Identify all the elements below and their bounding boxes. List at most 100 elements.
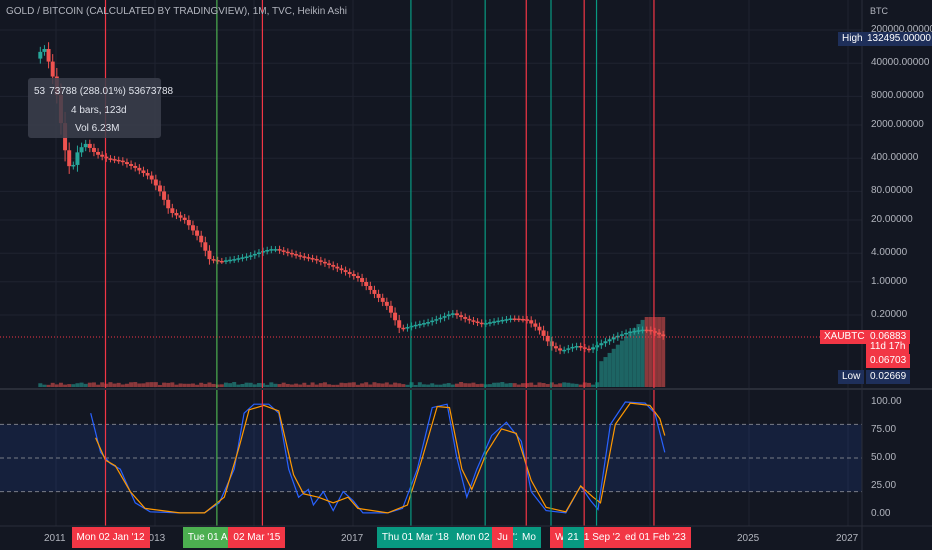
volume-bar <box>327 384 331 387</box>
tooltip-change: 53 73788 (288.01%) 53673788 <box>34 86 173 97</box>
candle-body <box>38 52 42 59</box>
volume-bar <box>405 385 409 387</box>
volume-bar <box>612 349 616 387</box>
candle-body <box>240 257 244 259</box>
date-marker-label[interactable]: ed 01 Feb '23 <box>620 527 691 548</box>
candle-body <box>636 330 640 332</box>
volume-bar <box>517 385 521 387</box>
candle-body <box>500 320 504 322</box>
volume-bar <box>137 383 141 387</box>
candle-body <box>51 62 55 77</box>
candle-body <box>389 306 393 313</box>
candle-body <box>517 319 521 321</box>
candle-body <box>661 334 665 336</box>
candle-body <box>496 321 500 323</box>
oscillator-tick: 25.00 <box>871 480 896 491</box>
candle-body <box>207 251 211 259</box>
volume-bar <box>47 385 51 387</box>
candle-body <box>410 326 414 328</box>
date-marker-label[interactable]: 02 Mar '15 <box>228 527 285 548</box>
price-tick: 0.20000 <box>871 309 907 320</box>
volume-bar <box>570 383 574 387</box>
volume-bar <box>500 382 504 387</box>
candle-body <box>595 345 599 347</box>
candle-body <box>278 249 282 251</box>
candle-body <box>434 319 438 321</box>
oscillator-tick: 100.00 <box>871 396 902 407</box>
date-marker-label[interactable]: 21 <box>563 527 584 548</box>
volume-bar <box>207 382 211 387</box>
low-label: Low <box>838 370 864 384</box>
volume-bar <box>595 382 599 387</box>
date-marker-label[interactable]: Thu 01 Mar '18 <box>377 527 454 548</box>
candle-body <box>554 346 558 348</box>
candle-body <box>261 251 265 253</box>
volume-bar <box>393 383 397 387</box>
candle-body <box>75 152 79 165</box>
candle-body <box>616 336 620 338</box>
candle-body <box>125 162 129 164</box>
candle-body <box>88 144 92 148</box>
volume-bar <box>245 383 249 387</box>
volume-bar <box>319 383 323 387</box>
candle-body <box>108 158 112 160</box>
volume-bar <box>51 383 55 387</box>
volume-bar <box>368 385 372 387</box>
volume-bar <box>484 384 488 387</box>
candle-body <box>570 347 574 349</box>
volume-bar <box>385 382 389 387</box>
volume-bar <box>410 382 414 387</box>
candle-body <box>290 253 294 255</box>
volume-bar <box>599 361 603 387</box>
volume-bar <box>249 383 253 387</box>
candle-body <box>323 262 327 264</box>
volume-bar <box>269 382 273 387</box>
symbol-tag[interactable]: XAUBTC <box>820 330 869 344</box>
candle-body <box>381 298 385 302</box>
volume-bar <box>298 385 302 387</box>
time-tick: 2025 <box>737 533 759 544</box>
volume-bar <box>75 383 79 387</box>
candle-body <box>100 155 104 157</box>
volume-bar <box>471 383 475 387</box>
time-tick: 2017 <box>341 533 363 544</box>
time-tick: 2011 <box>44 533 66 544</box>
volume-bar <box>306 385 310 387</box>
oscillator-tick: 0.00 <box>871 508 890 519</box>
date-marker-label[interactable]: Mon 02 Jan '12 <box>72 527 150 548</box>
volume-bar <box>199 383 203 387</box>
volume-bar <box>467 383 471 387</box>
candle-body <box>377 294 381 298</box>
volume-bar <box>455 384 459 387</box>
volume-bar <box>121 384 125 387</box>
candle-body <box>183 218 187 220</box>
volume-bar <box>174 385 178 387</box>
volume-bar <box>282 383 286 387</box>
volume-bar <box>575 384 579 387</box>
candle-body <box>624 333 628 335</box>
candle-body <box>603 341 607 343</box>
candle-body <box>426 322 430 324</box>
candle-body <box>467 319 471 321</box>
volume-bar <box>63 385 67 387</box>
candle-body <box>170 208 174 213</box>
volume-bar <box>579 385 583 387</box>
candle-body <box>166 200 170 208</box>
candle-body <box>455 313 459 315</box>
high-value: 132495.00000 <box>863 32 932 46</box>
volume-bar <box>583 382 587 387</box>
date-marker-label[interactable]: Mo <box>517 527 541 548</box>
date-marker-label[interactable]: Ju <box>492 527 513 548</box>
volume-bar <box>166 383 170 387</box>
chart-title: GOLD / BITCOIN (CALCULATED BY TRADINGVIE… <box>6 6 347 17</box>
tooltip-bars: 4 bars, 123d <box>71 105 127 116</box>
volume-bar <box>492 383 496 387</box>
volume-bar <box>616 345 620 387</box>
volume-bar <box>459 382 463 387</box>
candle-body <box>162 191 166 199</box>
volume-bar <box>195 385 199 387</box>
candle-body <box>286 252 290 254</box>
volume-bar <box>339 383 343 387</box>
candle-body <box>335 267 339 269</box>
candle-body <box>47 49 51 62</box>
